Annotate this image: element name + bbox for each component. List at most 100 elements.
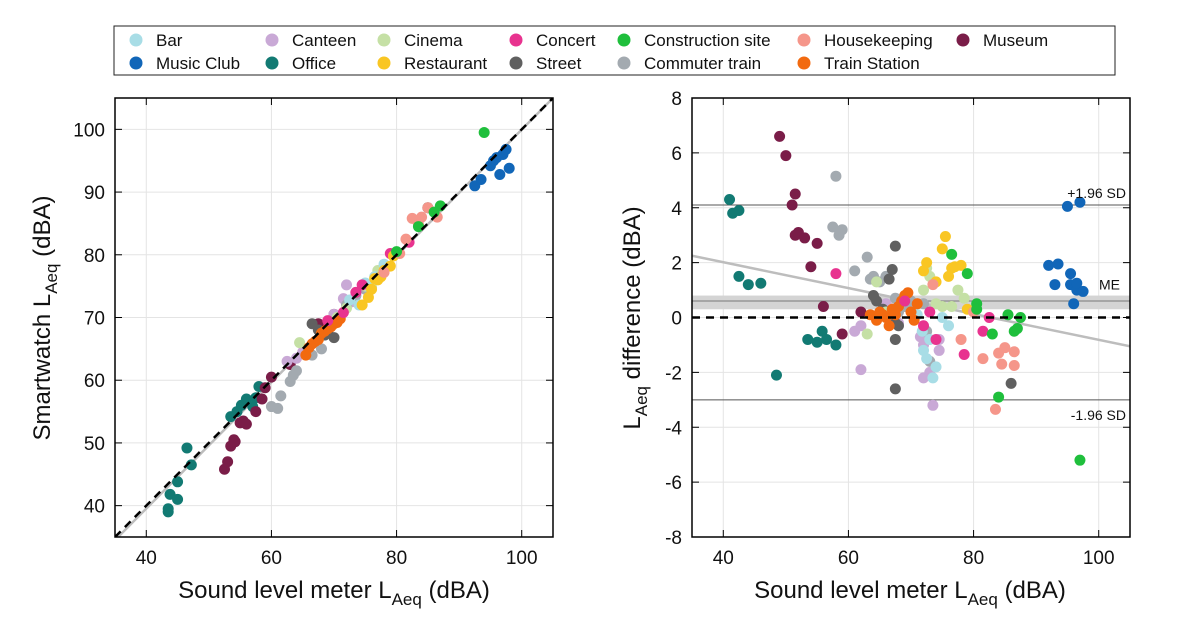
data-point [955, 259, 967, 271]
legend-label: Museum [983, 31, 1048, 50]
data-point [786, 199, 798, 211]
x-axis-label: Sound level meter LAeq (dBA) [178, 577, 490, 609]
upper-limit-label: +1.96 SD [1067, 185, 1126, 201]
legend-label: Concert [536, 31, 596, 50]
legend-item: Housekeeping [797, 31, 933, 50]
data-point [1005, 377, 1017, 389]
data-point [1008, 360, 1020, 372]
data-point [892, 320, 904, 332]
legend-label: Cinema [404, 31, 463, 50]
data-point [356, 299, 368, 311]
data-point [996, 358, 1008, 370]
legend-item: Office [265, 54, 336, 73]
legend-marker [617, 33, 631, 47]
data-point [971, 303, 983, 315]
data-point [977, 325, 989, 337]
data-point [172, 493, 184, 505]
data-point [805, 261, 817, 273]
data-point [924, 306, 936, 318]
data-point [836, 224, 848, 236]
legend-item: Construction site [617, 31, 771, 50]
data-point [930, 361, 942, 373]
legend: Bar Canteen Cinema Concert Construction site… [113, 25, 1116, 76]
legend-item: Bar [129, 31, 183, 50]
data-point [993, 391, 1005, 403]
y-tick-label: 40 [84, 497, 105, 518]
data-point [1011, 322, 1023, 334]
data-point [344, 294, 356, 306]
data-point [240, 393, 252, 405]
data-point [1052, 258, 1064, 270]
y-tick-label: 100 [73, 120, 105, 141]
data-point [733, 204, 745, 216]
x-tick-label: 100 [1083, 548, 1115, 569]
data-point [936, 243, 948, 255]
data-point [871, 276, 883, 288]
legend-item: Restaurant [377, 54, 487, 73]
data-point [933, 344, 945, 356]
data-point [478, 126, 490, 138]
x-tick-label: 40 [713, 548, 734, 569]
y-tick-label: -6 [665, 473, 682, 494]
data-point [494, 169, 506, 181]
legend-label: Train Station [824, 54, 920, 73]
series-restaurant [918, 231, 973, 315]
data-point [222, 456, 234, 468]
data-point [378, 266, 390, 278]
x-tick-label: 60 [261, 548, 282, 569]
legend-marker [377, 56, 391, 70]
data-point [770, 369, 782, 381]
series-music-club [1043, 196, 1089, 310]
data-point [939, 231, 951, 243]
legend-label: Bar [156, 31, 183, 50]
data-point [1074, 196, 1086, 208]
bland-altman-chart: +1.96 SD -1.96 SD ME 40 60 80 100 -8 -6 -4 -2 0 2 4 6 8… [619, 89, 1131, 609]
data-point [911, 298, 923, 310]
data-point [918, 320, 930, 332]
y-axis-label: LAeq difference (dBA) [619, 206, 651, 429]
data-point [724, 194, 736, 206]
legend-label: Office [292, 54, 336, 73]
data-point [416, 211, 428, 223]
legend-label: Music Club [156, 54, 240, 73]
data-point [789, 188, 801, 200]
data-point [989, 403, 1001, 415]
series-office [724, 194, 842, 381]
legend-label: Construction site [644, 31, 771, 50]
data-point [1065, 268, 1077, 280]
data-point [855, 364, 867, 376]
identity-line [115, 98, 553, 537]
y-axis-label: Smartwatch LAeq (dBA) [29, 196, 61, 441]
x-tick-label: 100 [506, 548, 538, 569]
data-point [855, 306, 867, 318]
series-office [162, 380, 265, 518]
series-construction-site [391, 126, 490, 258]
legend-label: Commuter train [644, 54, 761, 73]
legend-marker [129, 56, 143, 70]
y-tick-label: 8 [671, 89, 682, 110]
legend-marker [956, 33, 970, 47]
legend-item: Museum [956, 31, 1048, 50]
y-tick-label: -8 [665, 528, 682, 549]
y-tick-label: 0 [671, 309, 682, 330]
data-point [936, 312, 948, 323]
data-point [889, 333, 901, 345]
legend-item: Street [509, 54, 582, 73]
data-point [821, 333, 833, 345]
data-point [886, 263, 898, 275]
y-tick-label: 2 [671, 254, 682, 275]
data-point [256, 393, 268, 405]
data-point [774, 130, 786, 142]
data-point [240, 418, 252, 430]
legend-item: Cinema [377, 31, 463, 50]
data-point [162, 503, 174, 515]
series-canteen [849, 298, 945, 411]
data-point [952, 284, 964, 296]
data-point [366, 283, 378, 295]
y-tick-label: 4 [671, 199, 682, 220]
data-point [1071, 277, 1083, 289]
x-tick-label: 40 [136, 548, 157, 569]
legend-marker [265, 56, 279, 70]
scatter-chart-agreement: 40 60 80 100 40 50 60 70 80 90 100 Sound level mete… [29, 97, 554, 609]
data-point [958, 349, 970, 361]
